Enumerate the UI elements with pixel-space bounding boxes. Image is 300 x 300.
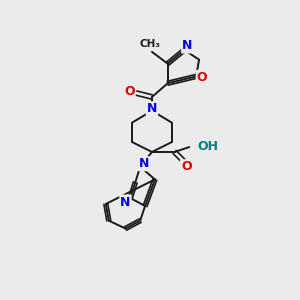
Text: CH₃: CH₃ (140, 39, 160, 49)
Text: O: O (197, 71, 207, 84)
Text: OH: OH (197, 140, 218, 153)
Text: O: O (124, 85, 135, 98)
Text: N: N (139, 157, 149, 170)
Text: O: O (181, 160, 192, 173)
Text: N: N (182, 40, 193, 52)
Text: N: N (147, 102, 157, 115)
Text: N: N (120, 196, 131, 208)
